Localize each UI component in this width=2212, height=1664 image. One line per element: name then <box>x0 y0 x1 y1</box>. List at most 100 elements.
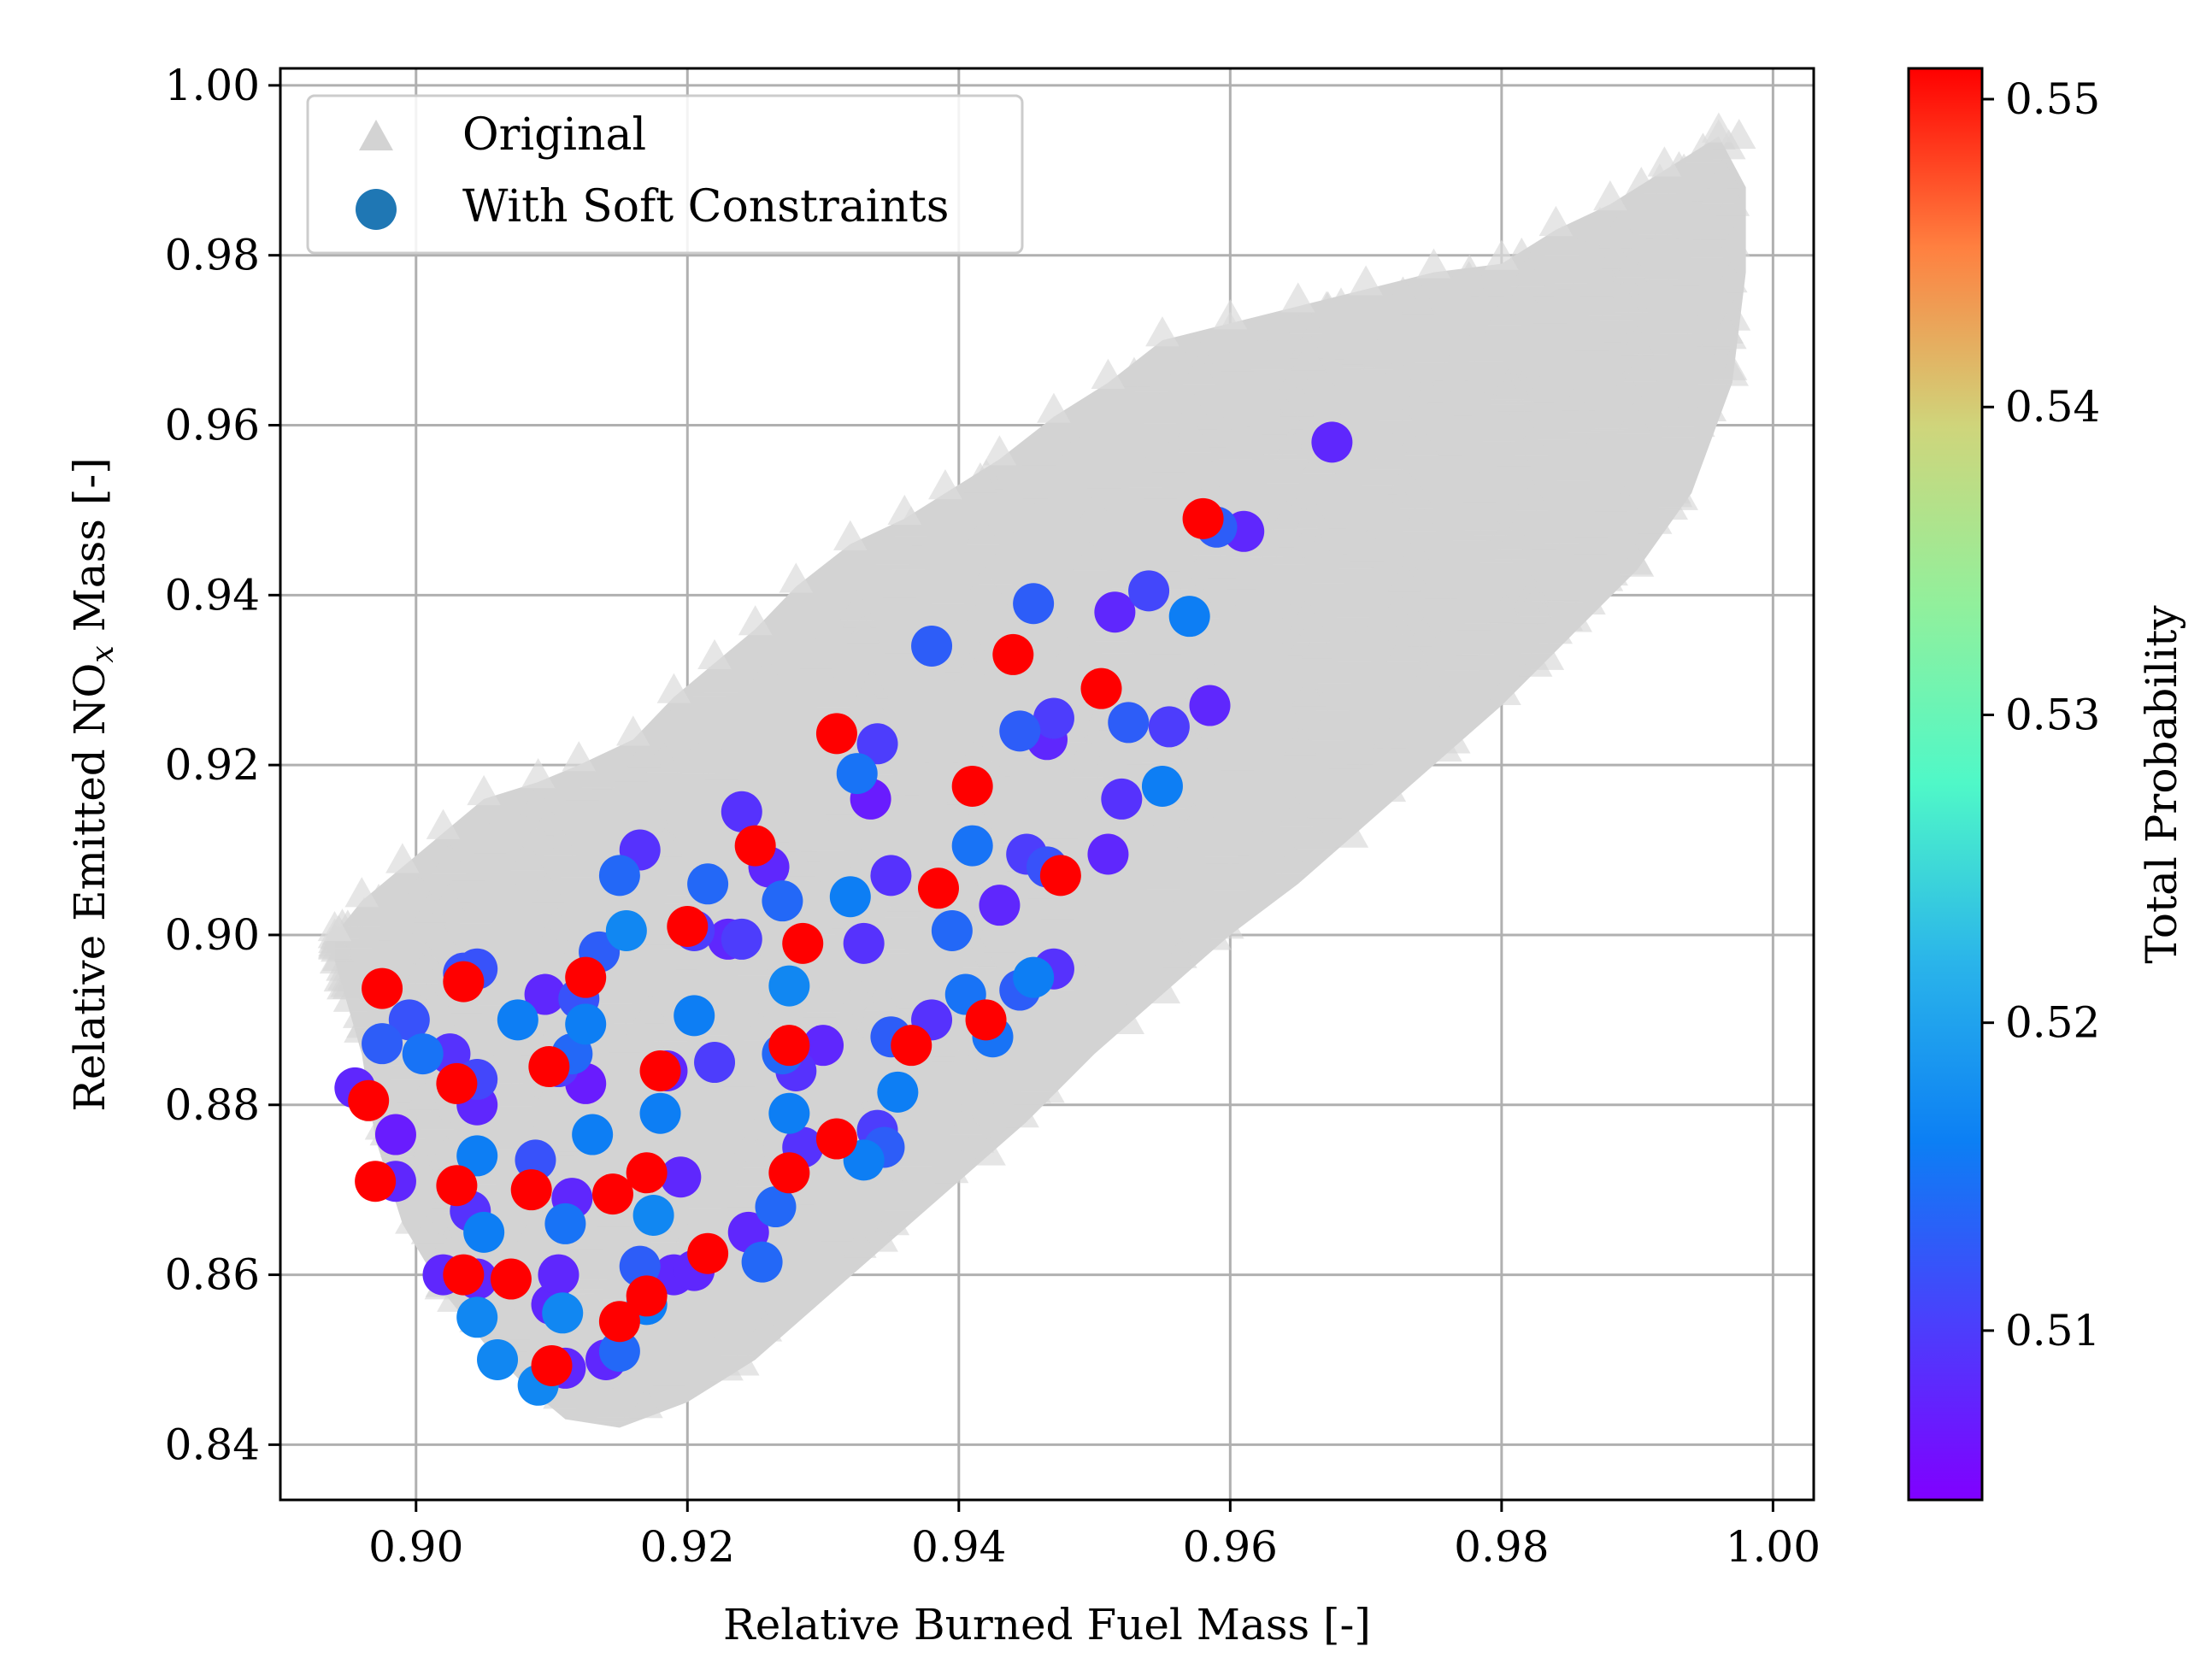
original-point <box>777 738 812 769</box>
original-point <box>547 1088 582 1120</box>
x-tick-label: 1.00 <box>1726 1522 1821 1572</box>
original-point <box>1573 438 1607 469</box>
original-point <box>1172 574 1206 605</box>
original-point <box>1182 354 1216 385</box>
original-point <box>1515 480 1550 511</box>
original-point <box>1479 532 1514 563</box>
soft-constraint-point <box>626 1275 668 1317</box>
original-point <box>726 1345 760 1376</box>
soft-constraint-point <box>572 1114 614 1155</box>
original-point <box>453 821 488 853</box>
soft-constraint-point <box>598 1331 640 1373</box>
original-point <box>663 873 698 904</box>
original-point <box>842 1227 877 1258</box>
y-tick-label: 0.96 <box>165 401 260 450</box>
original-point <box>803 881 838 912</box>
original-point <box>1204 826 1238 857</box>
original-point <box>318 926 352 957</box>
original-point <box>609 1126 644 1157</box>
original-point <box>738 605 773 636</box>
original-point <box>1643 163 1677 194</box>
original-point <box>1435 275 1470 307</box>
original-point <box>1078 491 1113 522</box>
original-point <box>1288 303 1323 334</box>
soft-constraint-point <box>782 922 824 964</box>
soft-constraint-point <box>639 1092 681 1134</box>
original-point <box>1538 205 1574 237</box>
original-point <box>573 1249 608 1280</box>
original-point <box>1444 486 1480 517</box>
original-point <box>1179 334 1214 366</box>
original-point <box>1504 237 1539 268</box>
original-point <box>745 1104 780 1135</box>
original-point <box>1380 355 1415 385</box>
original-point <box>1698 271 1733 302</box>
x-tick-label: 0.94 <box>911 1522 1006 1572</box>
original-point <box>1399 384 1434 415</box>
original-point <box>1468 392 1502 423</box>
original-point <box>468 1009 503 1040</box>
soft-constraint-point <box>917 867 959 909</box>
original-point <box>1240 603 1274 633</box>
soft-constraint-point <box>632 1194 674 1236</box>
original-point <box>1589 561 1624 591</box>
y-axis-label-subscript: x <box>85 645 121 662</box>
original-point <box>840 590 874 620</box>
original-point <box>732 1128 766 1160</box>
original-point <box>1462 472 1497 503</box>
original-point <box>779 562 814 593</box>
original-point <box>928 538 962 568</box>
original-point <box>934 1153 969 1184</box>
soft-constraint-point <box>436 1062 478 1104</box>
original-point <box>1423 568 1458 599</box>
soft-constraint-point <box>843 922 885 964</box>
original-point <box>1361 456 1395 486</box>
x-axis-label: Relative Burned Fuel Mass [-] <box>723 1600 1371 1649</box>
y-axis-label: Relative Emitted NOx Mass [-] <box>65 457 121 1112</box>
original-point <box>1114 859 1149 891</box>
original-point <box>949 1104 984 1135</box>
soft-constraint-point <box>565 956 607 998</box>
original-point <box>841 976 876 1007</box>
colorbar-label: Total Probability <box>2137 605 2186 964</box>
original-point <box>983 922 1017 953</box>
original-point <box>1271 499 1305 530</box>
original-point <box>1674 326 1708 356</box>
y-tick-label: 1.00 <box>165 61 260 110</box>
original-point <box>1416 248 1451 279</box>
y-tick-label: 0.86 <box>165 1250 260 1300</box>
original-point <box>1644 249 1680 279</box>
original-point <box>1674 345 1708 376</box>
original-point <box>781 846 815 877</box>
original-point <box>1334 446 1369 477</box>
original-point <box>1620 326 1655 356</box>
original-point <box>1477 480 1512 511</box>
original-point <box>959 801 994 832</box>
soft-constraint-point <box>443 1254 485 1296</box>
original-point <box>1120 644 1154 675</box>
soft-constraint-point <box>992 633 1034 675</box>
original-point <box>562 741 597 772</box>
original-point <box>459 893 493 924</box>
original-point <box>519 785 554 816</box>
soft-constraint-point <box>544 1202 586 1244</box>
original-point <box>954 651 988 682</box>
original-point <box>1654 489 1688 520</box>
original-point <box>1574 507 1609 538</box>
original-point <box>1692 209 1727 240</box>
original-point <box>750 656 784 687</box>
soft-constraint-point <box>463 1211 505 1253</box>
original-point <box>1201 538 1235 568</box>
soft-constraint-point <box>1032 697 1074 739</box>
original-point <box>1353 625 1388 656</box>
original-point <box>1357 364 1392 396</box>
original-point <box>876 534 910 565</box>
original-point <box>1428 731 1462 762</box>
original-point <box>560 847 594 878</box>
original-point <box>317 910 352 942</box>
original-point <box>1360 755 1395 786</box>
original-point <box>965 514 1000 545</box>
original-point <box>1301 628 1336 659</box>
original-point <box>1300 447 1334 478</box>
